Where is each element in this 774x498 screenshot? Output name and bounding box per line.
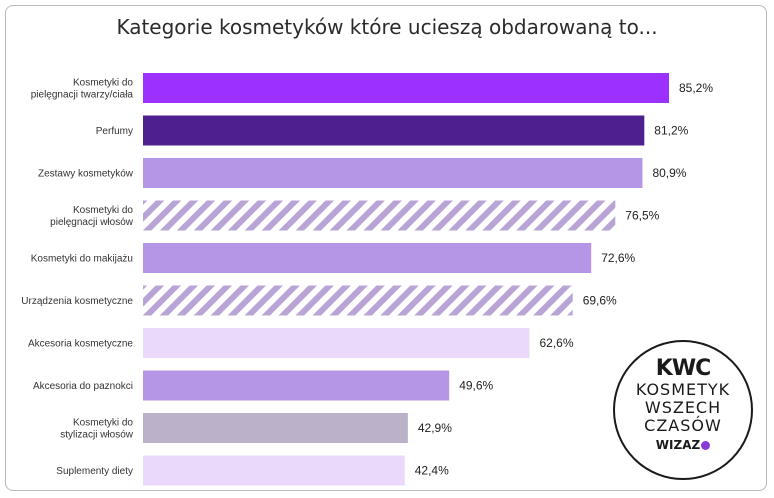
value-label: 49,6% <box>459 379 493 393</box>
value-label: 42,9% <box>418 421 452 435</box>
value-label: 69,6% <box>583 294 617 308</box>
bar <box>143 243 592 273</box>
wizaz-logo: WIZAZ <box>615 438 751 452</box>
category-label: pielęgnacji twarzy/ciała <box>31 90 134 101</box>
category-label: Akcesoria kosmetyczne <box>28 339 133 350</box>
bar <box>143 370 450 401</box>
bar <box>143 455 405 486</box>
category-label: Urządzenia kosmetyczne <box>21 296 133 307</box>
bar <box>143 158 643 188</box>
category-label: stylizacji włosów <box>60 430 134 441</box>
value-label: 80,9% <box>652 166 686 180</box>
wizaz-dot-icon <box>701 441 711 450</box>
chart-title: Kategorie kosmetyków które ucieszą obdar… <box>116 15 658 39</box>
category-label: pielęgnacji włosów <box>50 217 134 228</box>
bar <box>143 73 669 103</box>
category-label: Akcesoria do paznokci <box>33 381 133 392</box>
bar <box>143 285 573 316</box>
kosmetyk-wszech-czasow-badge: KWC KOSMETYK WSZECH CZASÓW WIZAZ <box>613 340 753 480</box>
value-label: 85,2% <box>679 81 713 95</box>
value-label: 42,4% <box>415 464 449 478</box>
badge-line-2: WSZECH <box>644 398 722 417</box>
value-label: 81,2% <box>654 124 688 138</box>
category-label: Perfumy <box>96 126 133 137</box>
bar <box>143 200 616 231</box>
badge-line-1: KOSMETYK <box>635 380 731 399</box>
kwc-logo: KWC <box>655 356 711 381</box>
bar <box>143 115 645 146</box>
category-label: Kosmetyki do <box>73 418 133 429</box>
category-label: Suplementy diety <box>56 466 133 477</box>
category-label: Zestawy kosmetyków <box>38 169 134 180</box>
category-label: Kosmetyki do <box>73 205 133 216</box>
category-label: Kosmetyki do makijażu <box>31 254 133 265</box>
bar <box>143 328 530 358</box>
badge-line-3: CZASÓW <box>644 416 722 435</box>
category-label: Kosmetyki do <box>73 78 133 89</box>
bar <box>143 413 408 443</box>
value-label: 72,6% <box>601 251 635 265</box>
value-label: 76,5% <box>625 209 659 223</box>
value-label: 62,6% <box>539 336 573 350</box>
